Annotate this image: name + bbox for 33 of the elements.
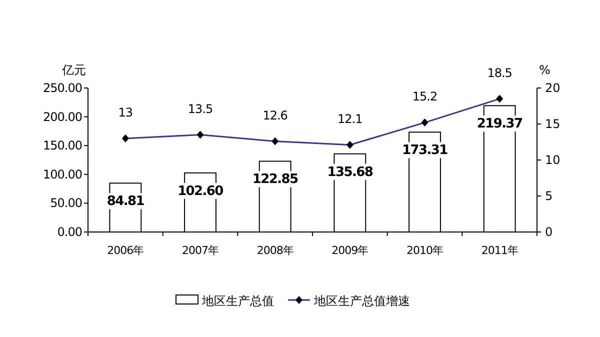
data-label: 122.85 xyxy=(252,172,299,188)
y2-tick-label: 15 xyxy=(545,117,560,131)
data-label: 219.37 xyxy=(476,116,524,132)
data-label: 12.1 xyxy=(338,112,362,126)
legend-label: 地区生产总值 xyxy=(201,294,274,308)
y-tick-label: 250.00 xyxy=(43,81,82,95)
y-tick-label: 0.00 xyxy=(57,225,82,239)
data-label: 173.31 xyxy=(402,143,448,158)
data-label: 12.6 xyxy=(262,108,288,122)
x-tick-label: 2007年 xyxy=(182,244,219,257)
y-axis-title: 亿元 xyxy=(61,63,86,77)
y-tick-label: 50.00 xyxy=(50,196,82,210)
y2-tick-label: 20 xyxy=(545,81,560,95)
y2-tick-label: 10 xyxy=(545,153,560,167)
y2-tick-label: 0 xyxy=(545,225,553,239)
x-tick-label: 2010年 xyxy=(406,244,444,257)
y-tick-label: 100.00 xyxy=(43,167,82,182)
data-label: 84.81 xyxy=(106,194,145,210)
legend-label: 地区生产总值增速 xyxy=(313,294,410,308)
y-tick-label: 200.00 xyxy=(43,110,82,124)
y2-axis-title: % xyxy=(539,63,550,77)
x-tick-label: 2011年 xyxy=(481,244,518,257)
x-tick-label: 2009年 xyxy=(332,244,369,257)
data-label: 13 xyxy=(118,105,133,120)
data-label: 135.68 xyxy=(327,164,374,180)
data-label: 13.5 xyxy=(188,102,213,116)
data-label: 15.2 xyxy=(412,90,438,104)
y-tick-label: 150.00 xyxy=(43,138,82,153)
x-tick-label: 2008年 xyxy=(256,244,294,257)
data-label: 18.5 xyxy=(487,66,512,80)
x-tick-label: 2006年 xyxy=(107,244,144,257)
data-label: 102.60 xyxy=(178,184,224,199)
y2-tick-label: 5 xyxy=(545,189,553,203)
